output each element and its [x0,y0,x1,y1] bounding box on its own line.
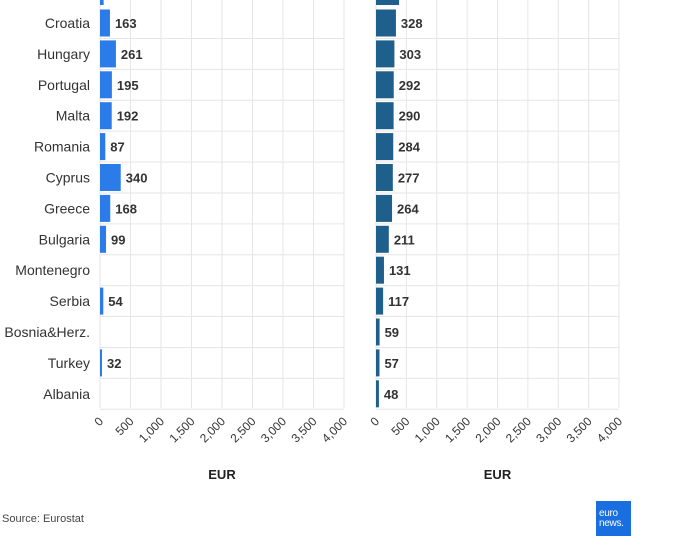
data-label: 303 [399,47,421,62]
logo-line-2: news. [599,517,624,529]
category-label: Romania [34,139,90,155]
data-label: 59 [385,325,399,340]
data-label: 292 [399,78,421,93]
category-label: Greece [44,200,90,216]
euronews-logo: euro news. [596,501,631,536]
tick-label: 1,500 [166,414,197,445]
tick-label: 2,500 [227,414,258,445]
x-axis-title: EUR [208,467,236,482]
data-label: 195 [117,78,139,93]
category-label: Serbia [50,293,91,309]
bar [376,380,379,408]
data-label: 277 [398,171,420,186]
data-label: 192 [117,109,139,124]
data-label: 48 [384,387,398,402]
data-label: 168 [115,201,137,216]
category-label: Turkey [48,355,90,371]
tick-label: 2,500 [503,414,534,445]
tick-label: 0 [91,414,106,429]
data-label: 290 [399,109,421,124]
bar [376,9,396,37]
tick-label: 1,000 [412,414,443,445]
x-axis-title: EUR [484,467,512,482]
data-label: 57 [384,356,398,371]
data-label: 32 [107,356,121,371]
bar [376,164,393,191]
source-note: Source: Eurostat [2,513,84,525]
category-label: Portugal [38,77,90,93]
category-label: Hungary [37,46,90,62]
tick-label: 2,000 [197,414,228,445]
tick-label: 3,500 [288,414,319,445]
bar [376,287,384,315]
tick-label: 3,000 [258,414,289,445]
category-label: Croatia [45,15,90,31]
tick-label: 500 [113,414,137,438]
tick-label: 4,000 [594,414,625,445]
data-label: 340 [126,171,148,186]
category-label: Cyprus [46,170,90,186]
category-label: Malta [56,108,90,124]
bar [100,133,106,161]
bar-cropped [100,0,104,5]
bar [376,349,380,377]
data-label: 99 [111,232,125,247]
tick-label: 1,000 [136,414,167,445]
bar [100,349,102,377]
data-label: 284 [398,140,420,155]
bar [100,225,107,253]
data-label: 328 [401,16,423,31]
category-label: Bulgaria [39,231,91,247]
data-label: 264 [397,201,419,216]
tick-label: 500 [388,414,412,438]
data-label: 54 [108,294,123,309]
bar [376,318,380,346]
data-label: 117 [388,294,409,309]
bar [100,194,111,222]
data-label: 211 [394,232,415,247]
tick-label: 3,000 [533,414,564,445]
category-label: Montenegro [15,262,90,278]
data-label: 87 [110,140,124,155]
bar [100,9,110,37]
logo-line-1: euro [599,507,618,519]
category-label: Bosnia&Herz. [4,324,90,340]
tick-label: 3,500 [564,414,595,445]
category-label: Albania [43,386,90,402]
data-label: 163 [115,16,137,31]
data-label: 131 [389,263,411,278]
bar [376,133,394,161]
bar [376,40,395,68]
bar [100,287,104,315]
data-label: 261 [121,47,143,62]
bar [376,71,394,99]
bar [376,194,393,222]
bar [100,164,121,191]
bar-cropped [376,0,400,5]
bar [100,71,112,99]
bar [376,256,384,284]
bar [100,102,112,130]
tick-label: 2,000 [472,414,503,445]
tick-label: 1,500 [442,414,473,445]
bar [100,40,116,68]
tick-label: 4,000 [319,414,350,445]
bar [376,225,389,253]
tick-label: 0 [367,414,382,429]
bar [376,102,394,130]
